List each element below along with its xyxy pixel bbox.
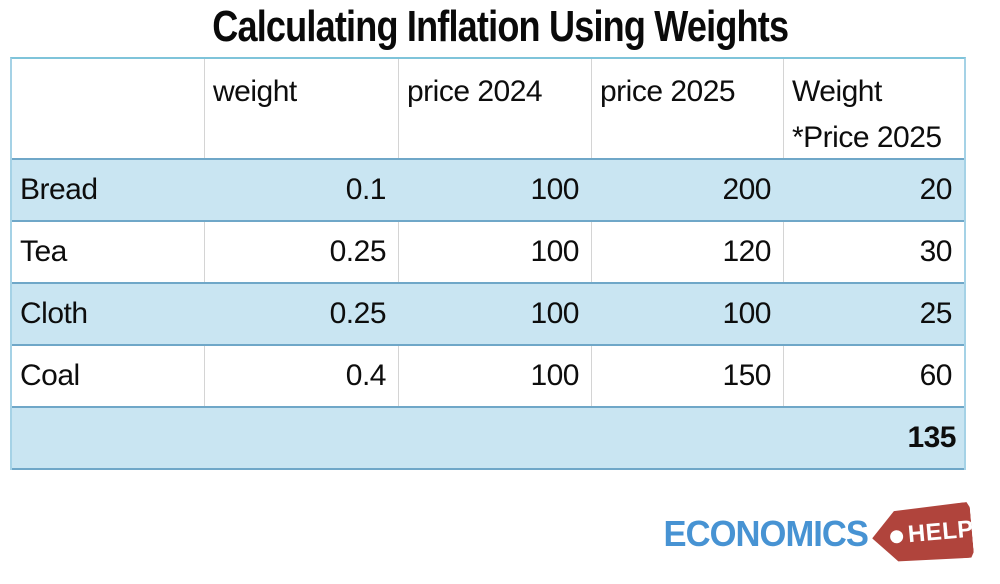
cell-price-2024: 100 xyxy=(398,346,591,406)
table-header-row: weight price 2024 price 2025 Weight *Pri… xyxy=(12,59,964,160)
table-row-bread: Bread 0.1 100 200 20 xyxy=(12,160,964,222)
table-row-coal: Coal 0.4 100 150 60 xyxy=(12,346,964,408)
column-header-weight-x-price-line2: *Price 2025 xyxy=(792,121,942,154)
cell-weight-x-price: 60 xyxy=(783,346,964,406)
table-row-cloth: Cloth 0.25 100 100 25 xyxy=(12,284,964,346)
column-header-price-2025: price 2025 xyxy=(591,59,783,158)
table-total-row: 135 xyxy=(12,408,964,470)
cell-weight: 0.25 xyxy=(204,222,398,282)
row-label: Bread xyxy=(20,173,98,206)
column-header-item xyxy=(12,59,204,158)
tag-label: HELP xyxy=(906,515,975,549)
logo-wordmark: ECONOMICS xyxy=(663,513,869,554)
total-spacer xyxy=(12,408,787,468)
row-label: Cloth xyxy=(20,297,88,330)
cell-weight: 0.1 xyxy=(345,173,387,206)
column-header-price-2024: price 2024 xyxy=(398,59,591,158)
cell-weight: 0.4 xyxy=(204,346,398,406)
column-header-weight: weight xyxy=(204,59,398,158)
total-value: 135 xyxy=(907,421,956,454)
row-label: Tea xyxy=(20,235,67,268)
cell-price-2024: 100 xyxy=(530,297,579,330)
cell-price-2025: 100 xyxy=(722,297,771,330)
economics-help-logo: ECONOMICS HELP xyxy=(655,506,972,562)
tag-hole-icon xyxy=(890,530,904,544)
cell-price-2025: 200 xyxy=(722,173,771,206)
cell-weight: 0.25 xyxy=(329,297,387,330)
cell-price-2025: 120 xyxy=(591,222,783,282)
column-header-weight-x-price-line1: Weight xyxy=(792,75,882,108)
row-label: Coal xyxy=(20,359,80,392)
cell-price-2025: 150 xyxy=(591,346,783,406)
price-tag-icon: HELP xyxy=(870,502,975,567)
cell-weight-x-price: 25 xyxy=(919,297,953,330)
title-container: Calculating Inflation Using Weights xyxy=(0,2,1000,52)
cell-price-2024: 100 xyxy=(398,222,591,282)
inflation-table: weight price 2024 price 2025 Weight *Pri… xyxy=(10,57,966,470)
column-header-weight-x-price: Weight *Price 2025 xyxy=(783,59,964,158)
cell-price-2024: 100 xyxy=(530,173,579,206)
table-row-tea: Tea 0.25 100 120 30 xyxy=(12,222,964,284)
page-title: Calculating Inflation Using Weights xyxy=(212,2,789,51)
cell-weight-x-price: 20 xyxy=(919,173,953,206)
cell-weight-x-price: 30 xyxy=(783,222,964,282)
